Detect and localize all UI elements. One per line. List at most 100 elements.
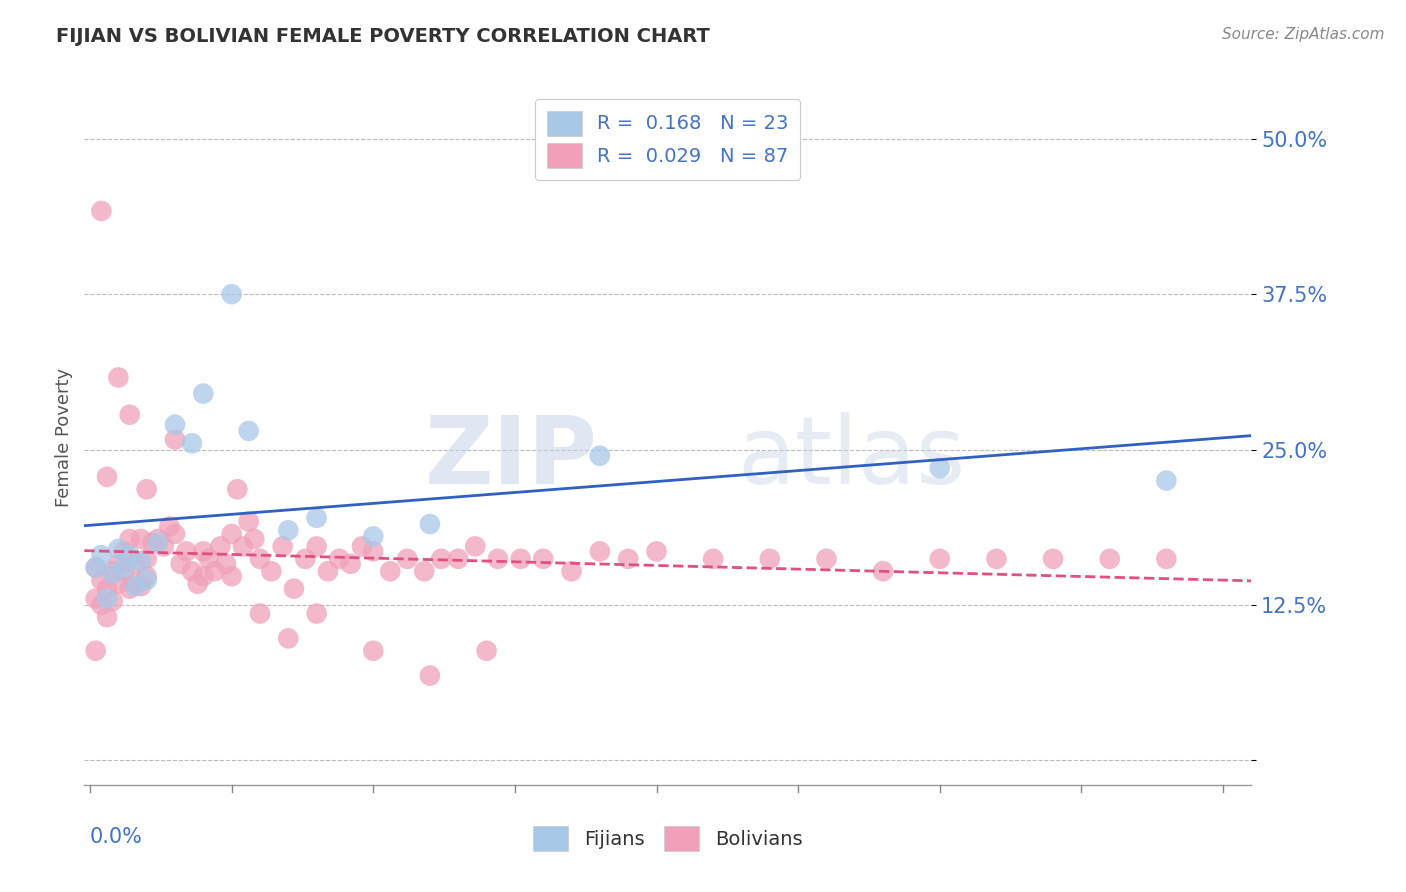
Point	[1156, 551, 1178, 566]
Point	[96, 582, 118, 596]
Point	[215, 557, 238, 571]
Point	[305, 540, 328, 554]
Point	[486, 551, 509, 566]
Point	[118, 582, 141, 596]
Point	[101, 564, 124, 578]
Point	[221, 527, 243, 541]
Point	[238, 424, 260, 438]
Point	[181, 564, 204, 578]
Point	[193, 569, 215, 583]
Point	[617, 551, 640, 566]
Point	[1098, 551, 1121, 566]
Point	[193, 544, 215, 558]
Point	[146, 535, 169, 549]
Text: atlas: atlas	[738, 412, 966, 504]
Point	[361, 644, 384, 658]
Point	[396, 551, 419, 566]
Point	[163, 527, 186, 541]
Point	[84, 560, 107, 574]
Point	[129, 579, 152, 593]
Text: Source: ZipAtlas.com: Source: ZipAtlas.com	[1222, 27, 1385, 42]
Point	[277, 523, 299, 537]
Point	[1156, 474, 1178, 488]
Point	[413, 564, 436, 578]
Point	[101, 566, 124, 581]
Point	[419, 668, 441, 682]
Point	[986, 551, 1008, 566]
Point	[815, 551, 838, 566]
Point	[430, 551, 453, 566]
Point	[759, 551, 782, 566]
Point	[118, 548, 141, 562]
Point	[305, 607, 328, 621]
Point	[84, 560, 107, 574]
Point	[107, 541, 129, 556]
Point	[198, 551, 221, 566]
Point	[163, 433, 186, 447]
Point	[294, 551, 316, 566]
Point	[277, 632, 299, 646]
Point	[645, 544, 668, 558]
Point	[96, 470, 118, 484]
Point	[90, 203, 112, 218]
Point	[163, 417, 186, 432]
Point	[90, 548, 112, 562]
Point	[464, 540, 486, 554]
Point	[271, 540, 294, 554]
Legend: Fijians, Bolivians: Fijians, Bolivians	[526, 818, 810, 859]
Point	[187, 576, 209, 591]
Point	[118, 532, 141, 546]
Text: 0.0%: 0.0%	[90, 827, 143, 847]
Point	[135, 569, 157, 583]
Text: ZIP: ZIP	[425, 412, 598, 504]
Point	[204, 564, 226, 578]
Point	[112, 544, 135, 558]
Point	[90, 573, 112, 587]
Point	[447, 551, 470, 566]
Point	[531, 551, 554, 566]
Point	[181, 436, 204, 450]
Point	[84, 591, 107, 606]
Point	[209, 540, 232, 554]
Y-axis label: Female Poverty: Female Poverty	[55, 368, 73, 507]
Point	[129, 532, 152, 546]
Point	[221, 569, 243, 583]
Point	[101, 594, 124, 608]
Point	[135, 482, 157, 496]
Point	[118, 408, 141, 422]
Point	[928, 551, 950, 566]
Point	[260, 564, 283, 578]
Point	[141, 535, 163, 549]
Point	[380, 564, 402, 578]
Point	[96, 591, 118, 606]
Point	[509, 551, 531, 566]
Point	[193, 386, 215, 401]
Point	[316, 564, 339, 578]
Point	[112, 560, 135, 574]
Point	[152, 540, 174, 554]
Point	[107, 370, 129, 384]
Point	[243, 532, 266, 546]
Point	[328, 551, 350, 566]
Point	[928, 461, 950, 475]
Point	[226, 482, 249, 496]
Point	[146, 532, 169, 546]
Point	[249, 607, 271, 621]
Point	[702, 551, 724, 566]
Point	[84, 644, 107, 658]
Point	[589, 544, 612, 558]
Point	[107, 557, 129, 571]
Point	[107, 576, 129, 591]
Point	[249, 551, 271, 566]
Point	[169, 557, 191, 571]
Point	[135, 573, 157, 587]
Point	[90, 598, 112, 612]
Point	[129, 554, 152, 568]
Point	[872, 564, 894, 578]
Point	[339, 557, 361, 571]
Point	[157, 519, 180, 533]
Point	[475, 644, 498, 658]
Point	[232, 540, 254, 554]
Point	[124, 557, 146, 571]
Point	[221, 287, 243, 301]
